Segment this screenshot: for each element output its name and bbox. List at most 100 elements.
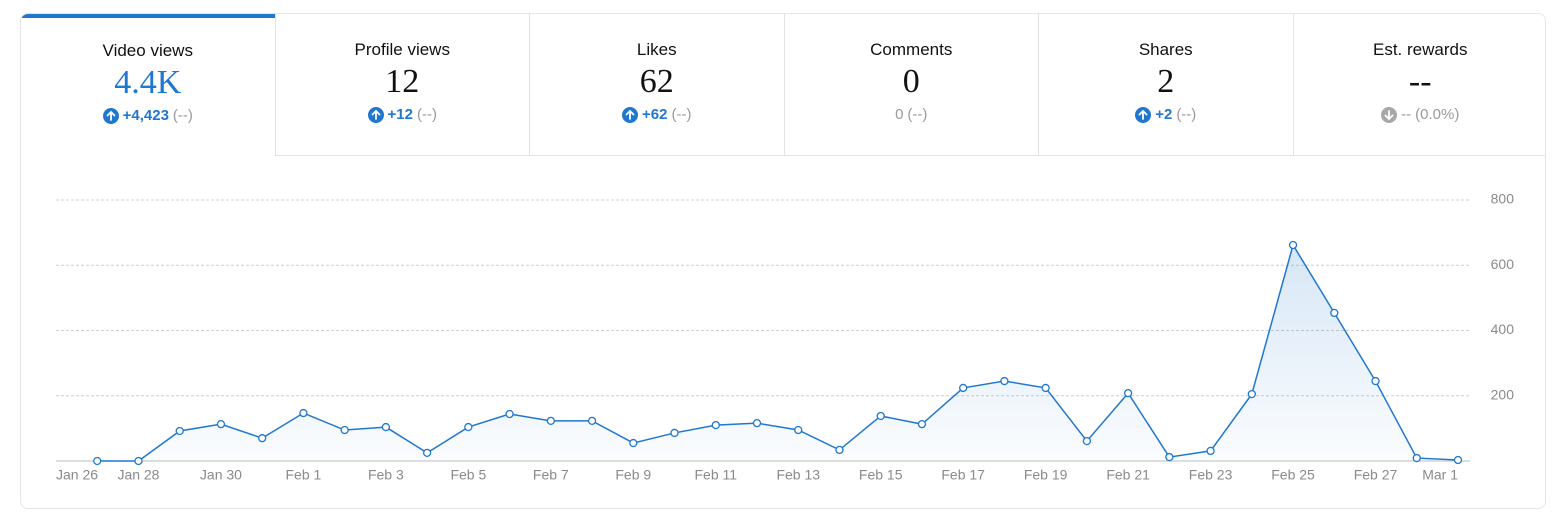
change-compare: (--) bbox=[172, 107, 193, 124]
metric-change: +2 (--) bbox=[1039, 106, 1293, 123]
metric-tab[interactable]: Shares 2 +2 (--) bbox=[1038, 14, 1293, 156]
change-icon bbox=[367, 106, 384, 123]
point bbox=[670, 428, 679, 438]
point bbox=[1000, 376, 1009, 386]
point bbox=[464, 422, 473, 432]
metric-tab[interactable]: Video views 4.4K +4,423 (--) bbox=[21, 14, 275, 156]
point bbox=[1330, 308, 1339, 318]
metric-label: Likes bbox=[636, 40, 677, 59]
x-tick-label: Feb 5 bbox=[450, 467, 486, 483]
point bbox=[505, 409, 514, 419]
point bbox=[546, 416, 555, 426]
point bbox=[216, 419, 226, 429]
change-value: +2 bbox=[1155, 106, 1173, 123]
change-compare: (0.0%) bbox=[1415, 106, 1460, 123]
metric-value: 62 bbox=[639, 63, 674, 100]
metric-value: 12 bbox=[385, 63, 420, 100]
x-tick-label: Feb 1 bbox=[286, 467, 322, 483]
metric-tab[interactable]: Profile views 12 +12 (--) bbox=[274, 14, 530, 156]
x-tick-label: Feb 13 bbox=[776, 467, 820, 483]
metric-label: Video views bbox=[102, 41, 193, 60]
x-tick-label: Jan 28 bbox=[117, 467, 159, 483]
metric-label: Comments bbox=[870, 40, 953, 59]
change-compare: (--) bbox=[1176, 106, 1197, 123]
point bbox=[1123, 388, 1133, 398]
point bbox=[134, 456, 143, 466]
change-icon bbox=[622, 106, 639, 123]
point bbox=[876, 411, 885, 421]
point bbox=[794, 425, 803, 435]
change-compare: (--) bbox=[416, 106, 437, 123]
point bbox=[1371, 376, 1380, 386]
icon-arrow bbox=[371, 109, 380, 120]
metric-label: Est. rewards bbox=[1373, 40, 1468, 59]
x-tick-label: Feb 27 bbox=[1354, 467, 1398, 483]
metric-change: 0 (--) bbox=[785, 106, 1039, 123]
point bbox=[381, 422, 391, 432]
x-tick-label: Feb 7 bbox=[533, 467, 569, 483]
x-tick-label: Jan 26 bbox=[56, 467, 98, 483]
y-tick-label: 200 bbox=[1491, 386, 1515, 402]
metric-value: -- bbox=[1408, 63, 1432, 100]
point bbox=[258, 434, 267, 443]
analytics-card: Video views 4.4K +4,423 (--) Profile views 12… bbox=[20, 13, 1546, 509]
point bbox=[835, 445, 844, 455]
change-value: +4,423 bbox=[122, 107, 169, 124]
point bbox=[587, 416, 597, 426]
change-value: +12 bbox=[387, 106, 413, 123]
point bbox=[1206, 446, 1215, 456]
point bbox=[340, 425, 349, 435]
metric-tab[interactable]: Comments 0 0 (--) bbox=[783, 14, 1039, 156]
metric-tab[interactable]: Likes 62 +62 (--) bbox=[529, 14, 784, 156]
y-tick-label: 400 bbox=[1491, 321, 1515, 337]
change-icon bbox=[1135, 106, 1152, 123]
point bbox=[1453, 455, 1463, 465]
metric-tab[interactable]: Est. rewards -- -- (0.0%) bbox=[1292, 14, 1546, 156]
point bbox=[752, 419, 762, 428]
area bbox=[97, 245, 1458, 461]
point bbox=[1041, 383, 1050, 393]
change-icon bbox=[102, 107, 119, 124]
change-compare: (--) bbox=[671, 106, 692, 123]
icon-arrow bbox=[1138, 109, 1148, 120]
metric-label: Profile views bbox=[354, 40, 450, 59]
change-value: +62 bbox=[642, 106, 668, 123]
x-tick-label: Feb 9 bbox=[615, 467, 651, 483]
x-tick-label: Jan 30 bbox=[200, 467, 242, 483]
x-tick-label: Feb 11 bbox=[694, 467, 737, 483]
x-tick-label: Feb 25 bbox=[1271, 467, 1315, 483]
y-tick-label: 800 bbox=[1491, 191, 1515, 207]
icon-arrow bbox=[106, 110, 116, 121]
x-tick-label: Feb 17 bbox=[941, 467, 985, 483]
metric-value: 0 bbox=[902, 63, 920, 100]
icon-arrow bbox=[1384, 109, 1394, 120]
metric-change: +62 (--) bbox=[530, 106, 784, 123]
x-tick-label: Feb 15 bbox=[859, 467, 903, 483]
metric-change: +4,423 (--) bbox=[21, 107, 275, 124]
point bbox=[175, 426, 184, 436]
change-icon bbox=[1381, 106, 1398, 123]
x-tick-label: Feb 23 bbox=[1189, 467, 1233, 483]
point bbox=[1412, 453, 1421, 463]
metric-label: Shares bbox=[1138, 40, 1193, 59]
metric-value: 4.4K bbox=[114, 64, 182, 101]
point bbox=[959, 383, 968, 393]
metric-tabs: Video views 4.4K +4,423 (--) Profile views 12… bbox=[21, 14, 1546, 156]
metric-change: -- (0.0%) bbox=[1294, 106, 1546, 123]
x-tick-label: Feb 3 bbox=[368, 467, 404, 483]
x-tick-label: Feb 19 bbox=[1024, 467, 1068, 483]
y-tick-label: 600 bbox=[1491, 256, 1515, 272]
metric-change: +12 (--) bbox=[276, 106, 530, 123]
point bbox=[299, 408, 308, 418]
line bbox=[97, 243, 1459, 462]
change-value: -- bbox=[1401, 106, 1412, 123]
metric-value: 2 bbox=[1157, 63, 1175, 100]
x-tick-label: Mar 1 bbox=[1422, 467, 1458, 483]
point bbox=[629, 438, 638, 448]
point bbox=[1288, 240, 1298, 250]
point bbox=[93, 456, 102, 466]
point bbox=[711, 420, 720, 430]
point bbox=[917, 419, 927, 429]
change-value: 0 bbox=[895, 106, 904, 123]
